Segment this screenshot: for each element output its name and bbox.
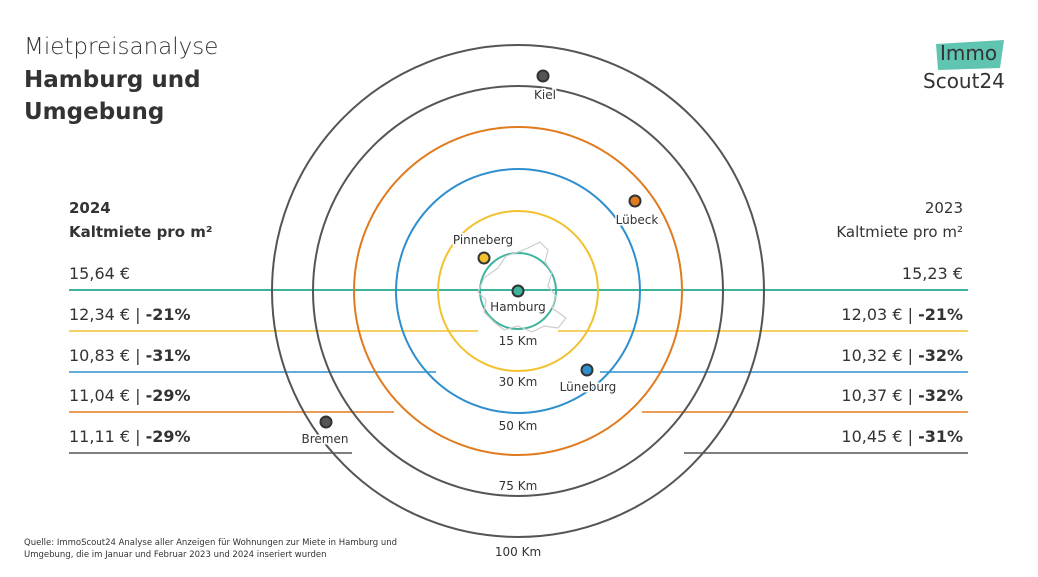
right-price: 12,03 €	[841, 305, 903, 324]
right-value-4: 10,45 € | -31%	[841, 427, 963, 446]
immoscout-logo-badge	[936, 40, 1004, 70]
city-label-bremen: Bremen	[302, 432, 349, 446]
left-price: 12,34 €	[69, 305, 131, 324]
city-dot-lübeck	[628, 194, 642, 208]
city-dot-bremen	[319, 415, 333, 429]
left-change: -29%	[145, 427, 191, 446]
logo-text-scout24: Scout24	[923, 69, 1005, 93]
left-value-1: 12,34 € | -21%	[69, 305, 191, 324]
separator: |	[902, 305, 919, 324]
logo-text-immo: Immo	[940, 41, 998, 65]
city-label-lübeck: Lübeck	[616, 213, 659, 227]
right-price: 10,37 €	[841, 386, 903, 405]
city-dot-kiel	[536, 69, 550, 83]
right-value-3: 10,37 € | -32%	[841, 386, 963, 405]
ring-label-outer: 100 Km	[495, 545, 541, 559]
ring-4	[312, 85, 724, 497]
right-year: 2023	[924, 199, 963, 217]
left-value-0: 15,64 €	[69, 264, 130, 283]
ring-label-1: 15 Km	[499, 334, 538, 348]
page-title-line1: Mietpreisanalyse	[24, 34, 219, 60]
right-change: -21%	[918, 305, 963, 324]
source-note: Quelle: ImmoScout24 Analyse aller Anzeig…	[24, 538, 397, 560]
city-label-lüneburg: Lüneburg	[560, 380, 617, 394]
separator: |	[902, 386, 919, 405]
ring-3	[353, 126, 683, 456]
left-price: 10,83 €	[69, 346, 131, 365]
right-change: -32%	[918, 386, 963, 405]
right-value-0: 15,23 €	[902, 264, 963, 283]
left-label: Kaltmiete pro m²	[69, 223, 213, 241]
left-change: -21%	[145, 305, 191, 324]
right-label: Kaltmiete pro m²	[836, 223, 963, 241]
left-year: 2024	[69, 199, 111, 217]
right-change: -32%	[918, 346, 963, 365]
city-label-hamburg: Hamburg	[490, 300, 546, 314]
right-change: -31%	[918, 427, 963, 446]
city-label-kiel: Kiel	[534, 88, 556, 102]
right-value-2: 10,32 € | -32%	[841, 346, 963, 365]
left-value-2: 10,83 € | -31%	[69, 346, 191, 365]
ring-1	[437, 210, 599, 372]
city-dot-pinneberg	[477, 251, 491, 265]
city-label-pinneberg: Pinneberg	[453, 233, 513, 247]
right-price: 10,32 €	[841, 346, 903, 365]
ring-label-2: 30 Km	[499, 375, 538, 389]
left-change: -31%	[145, 346, 191, 365]
ring-2	[395, 168, 641, 414]
separator: |	[902, 427, 919, 446]
separator: |	[902, 346, 919, 365]
city-dot-hamburg	[511, 284, 525, 298]
hamburg-outline	[477, 241, 567, 333]
right-price: 15,23 €	[901, 264, 963, 283]
ring-5	[271, 44, 765, 538]
left-value-4: 11,11 € | -29%	[69, 427, 191, 446]
ring-0	[479, 252, 557, 330]
left-price: 11,04 €	[69, 386, 131, 405]
separator: |	[130, 386, 146, 405]
separator: |	[130, 346, 146, 365]
right-price: 10,45 €	[841, 427, 903, 446]
city-dot-lüneburg	[580, 363, 594, 377]
page-title-line2: Hamburg und Umgebung	[24, 67, 201, 125]
right-value-1: 12,03 € | -21%	[841, 305, 963, 324]
separator: |	[130, 427, 146, 446]
left-price: 11,11 €	[69, 427, 131, 446]
left-price: 15,64 €	[69, 264, 131, 283]
left-value-3: 11,04 € | -29%	[69, 386, 191, 405]
separator: |	[130, 305, 146, 324]
ring-label-3: 50 Km	[499, 419, 538, 433]
left-change: -29%	[145, 386, 191, 405]
ring-label-4: 75 Km	[499, 479, 538, 493]
